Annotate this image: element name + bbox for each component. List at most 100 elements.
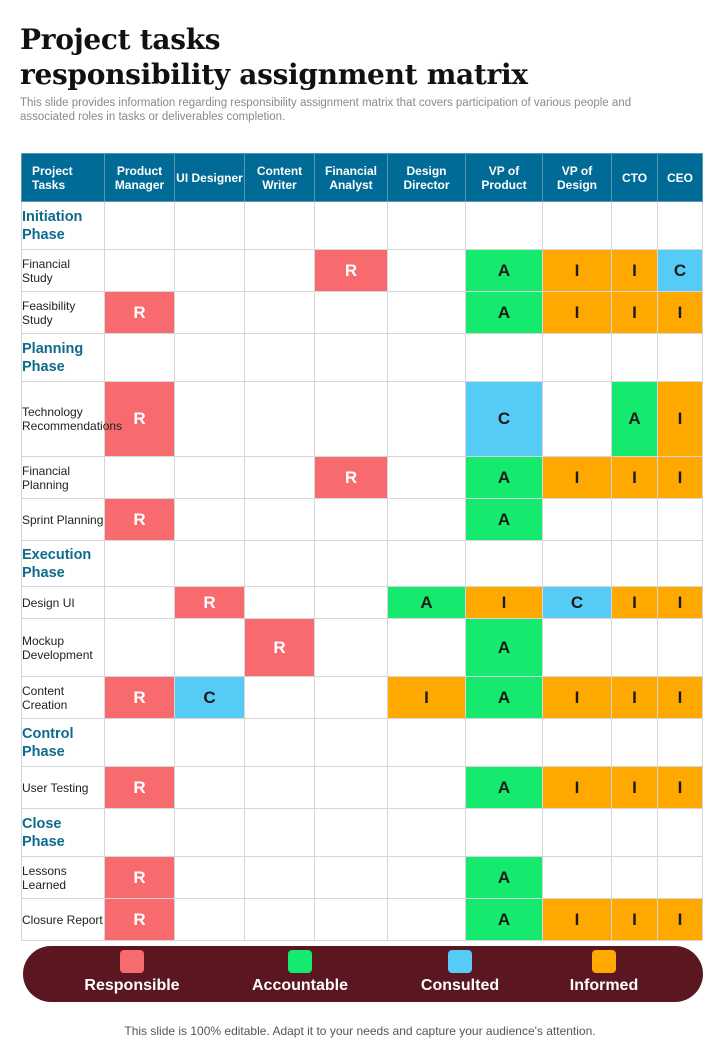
page-subtitle: This slide provides information regardin… xyxy=(20,97,632,123)
matrix-cell: I xyxy=(542,898,612,941)
matrix-cell xyxy=(244,766,315,809)
matrix-cell: I xyxy=(542,676,612,719)
legend-label-responsible: Responsible xyxy=(84,977,180,994)
matrix-cell xyxy=(244,456,315,499)
phase-label: Planning Phase xyxy=(21,333,105,382)
matrix-cell: I xyxy=(657,766,703,809)
task-label: Financial Planning xyxy=(21,456,105,499)
matrix-cell xyxy=(174,808,245,857)
task-row: Feasibility Study R A I I I xyxy=(21,291,703,334)
header-financial-analyst: Financial Analyst xyxy=(314,153,388,202)
matrix-cell xyxy=(174,540,245,587)
matrix-cell xyxy=(244,498,315,541)
matrix-cell xyxy=(387,333,466,382)
matrix-cell: R xyxy=(314,249,388,292)
matrix-cell xyxy=(174,249,245,292)
matrix-cell xyxy=(542,618,612,677)
matrix-cell xyxy=(244,201,315,250)
matrix-cell: A xyxy=(465,249,543,292)
header-ceo: CEO xyxy=(657,153,703,202)
raci-matrix-table: Project Tasks Product Manager UI Designe… xyxy=(21,153,703,941)
matrix-cell xyxy=(314,718,388,767)
matrix-cell xyxy=(657,718,703,767)
matrix-cell xyxy=(314,201,388,250)
legend-swatch-accountable xyxy=(288,950,312,973)
matrix-cell xyxy=(244,676,315,719)
matrix-cell xyxy=(611,540,658,587)
matrix-body: Initiation Phase Financial Study R A I I C Feas… xyxy=(21,201,703,941)
matrix-cell xyxy=(174,381,245,457)
matrix-cell: R xyxy=(244,618,315,677)
matrix-header-row: Project Tasks Product Manager UI Designe… xyxy=(21,153,703,202)
task-row: Financial Study R A I I C xyxy=(21,249,703,292)
task-label: Design UI xyxy=(21,586,105,619)
matrix-cell: A xyxy=(465,856,543,899)
task-label: User Testing xyxy=(21,766,105,809)
matrix-cell: I xyxy=(611,676,658,719)
matrix-cell xyxy=(314,540,388,587)
header-vp-of-product: VP of Product xyxy=(465,153,543,202)
matrix-cell xyxy=(314,808,388,857)
matrix-cell xyxy=(174,333,245,382)
header-cto: CTO xyxy=(611,153,658,202)
matrix-cell xyxy=(314,291,388,334)
matrix-cell xyxy=(387,718,466,767)
matrix-cell xyxy=(657,618,703,677)
task-row: Closure Report R A I I I xyxy=(21,898,703,941)
matrix-cell xyxy=(611,618,658,677)
header-design-director: Design Director xyxy=(387,153,466,202)
matrix-cell: I xyxy=(657,586,703,619)
matrix-cell xyxy=(657,333,703,382)
matrix-cell xyxy=(542,381,612,457)
task-row: Technology Recommendations R C A I xyxy=(21,381,703,457)
matrix-cell xyxy=(542,718,612,767)
phase-label: Close Phase xyxy=(21,808,105,857)
matrix-cell xyxy=(314,586,388,619)
phase-row: Execution Phase xyxy=(21,540,703,587)
matrix-cell xyxy=(314,676,388,719)
matrix-cell: R xyxy=(104,676,175,719)
matrix-cell: A xyxy=(465,898,543,941)
matrix-cell xyxy=(387,201,466,250)
matrix-cell: I xyxy=(657,898,703,941)
task-row: Content Creation R C I A I I I xyxy=(21,676,703,719)
matrix-cell xyxy=(611,808,658,857)
matrix-cell xyxy=(465,540,543,587)
phase-row: Control Phase xyxy=(21,718,703,767)
matrix-cell xyxy=(611,498,658,541)
page-title: Project tasks responsibility assignment … xyxy=(20,22,528,92)
phase-label: Control Phase xyxy=(21,718,105,767)
matrix-cell xyxy=(314,498,388,541)
matrix-cell xyxy=(244,291,315,334)
task-label: Financial Study xyxy=(21,249,105,292)
task-row: Sprint Planning R A xyxy=(21,498,703,541)
matrix-cell xyxy=(657,808,703,857)
matrix-cell xyxy=(244,856,315,899)
matrix-cell xyxy=(387,498,466,541)
matrix-cell xyxy=(314,381,388,457)
matrix-cell xyxy=(104,586,175,619)
matrix-cell: I xyxy=(611,249,658,292)
matrix-cell: I xyxy=(542,766,612,809)
matrix-cell: R xyxy=(314,456,388,499)
matrix-cell xyxy=(314,856,388,899)
matrix-cell xyxy=(657,540,703,587)
matrix-cell: I xyxy=(611,586,658,619)
legend-item-responsible: Responsible xyxy=(57,946,207,1002)
matrix-cell xyxy=(542,498,612,541)
matrix-cell: A xyxy=(465,618,543,677)
matrix-cell: R xyxy=(174,586,245,619)
matrix-cell xyxy=(104,249,175,292)
matrix-cell xyxy=(174,291,245,334)
matrix-cell: A xyxy=(465,291,543,334)
matrix-cell xyxy=(104,808,175,857)
matrix-cell xyxy=(465,333,543,382)
matrix-cell xyxy=(104,456,175,499)
task-label: Mockup Development xyxy=(21,618,105,677)
task-label: Feasibility Study xyxy=(21,291,105,334)
matrix-cell: A xyxy=(611,381,658,457)
matrix-cell: I xyxy=(657,676,703,719)
header-product-manager: Product Manager xyxy=(104,153,175,202)
matrix-cell xyxy=(174,201,245,250)
legend-swatch-responsible xyxy=(120,950,144,973)
